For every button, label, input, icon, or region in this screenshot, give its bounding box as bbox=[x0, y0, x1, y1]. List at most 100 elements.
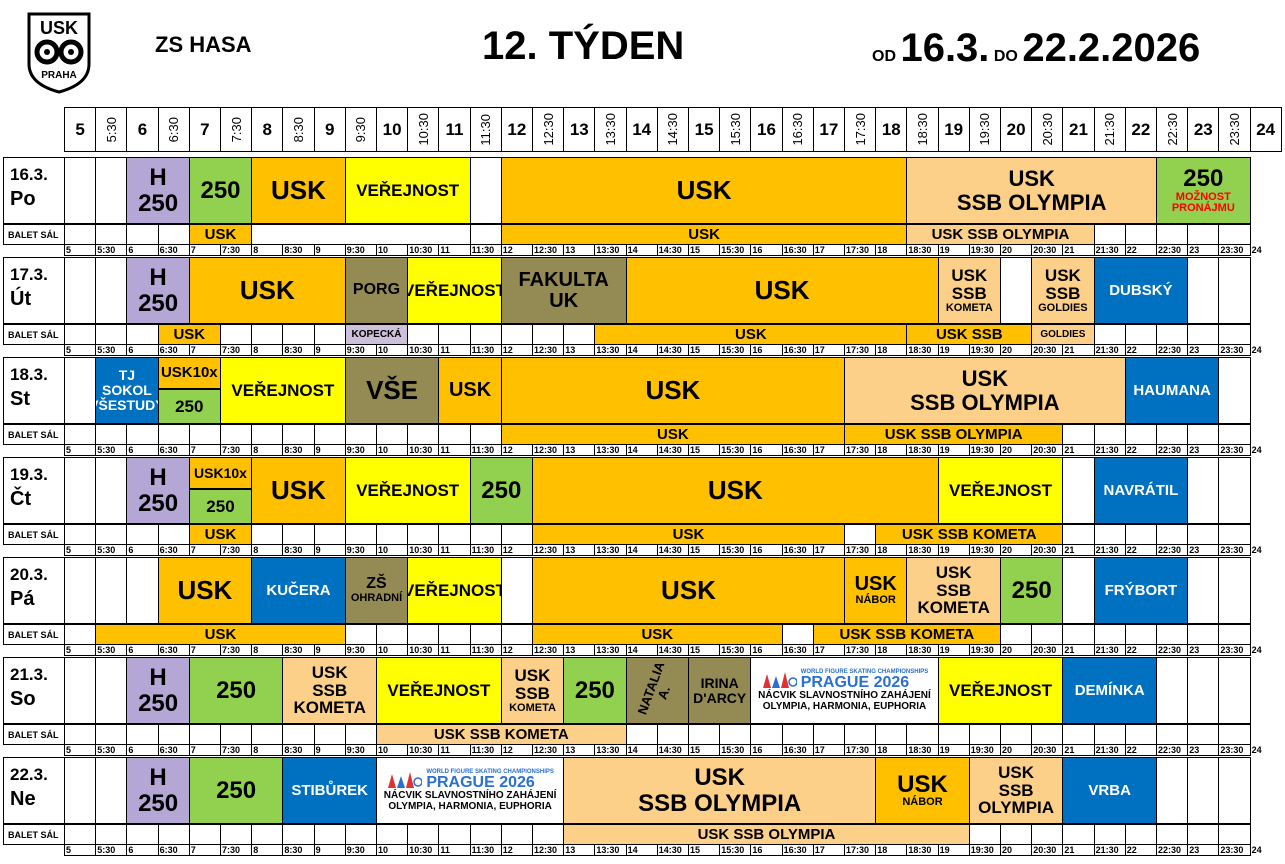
balet-empty-slot bbox=[500, 824, 533, 845]
balet-empty-slot bbox=[1031, 824, 1064, 845]
session-block[interactable]: TJ SOKOLVŠESTUDY bbox=[95, 357, 159, 424]
balet-session[interactable]: KOPECKÁ bbox=[344, 324, 409, 345]
balet-session[interactable]: USK SSB KOMETA bbox=[906, 324, 1033, 345]
session-block[interactable]: 250 bbox=[188, 489, 253, 524]
session-block[interactable]: 250 bbox=[188, 757, 284, 824]
session-block[interactable]: STIBŮREK bbox=[282, 757, 377, 824]
session-block[interactable]: WORLD FIGURE SKATING CHAMPIONSHIPS PRAGUE… bbox=[750, 657, 939, 724]
session-block[interactable]: USK NÁBOR bbox=[844, 557, 908, 624]
session-block[interactable]: H 250 bbox=[126, 757, 190, 824]
session-block[interactable]: NAVRÁTIL bbox=[1093, 457, 1189, 524]
balet-session[interactable]: USK SSB OLYMPIA bbox=[563, 824, 970, 845]
balet-session[interactable] bbox=[251, 224, 471, 245]
time-tick: 5 bbox=[64, 745, 95, 756]
balet-session[interactable]: USK SSB KOMETA bbox=[376, 724, 627, 745]
session-block[interactable]: 250 bbox=[157, 389, 221, 424]
session-block[interactable]: VRBA bbox=[1062, 757, 1157, 824]
session-block[interactable]: 250 bbox=[188, 157, 253, 224]
session-block[interactable]: USK bbox=[500, 157, 908, 224]
balet-session[interactable]: USK bbox=[95, 624, 346, 645]
session-block[interactable]: USK SSB KOMETA bbox=[500, 657, 565, 724]
session-block[interactable]: H 250 bbox=[126, 657, 190, 724]
balet-session[interactable]: USK bbox=[188, 224, 253, 245]
session-block[interactable]: 250 bbox=[469, 457, 533, 524]
balet-session[interactable]: USK SSB OLYMPIA bbox=[906, 224, 1095, 245]
session-block[interactable]: VŠE bbox=[344, 357, 440, 424]
balet-session[interactable]: USK bbox=[500, 424, 845, 445]
session-block[interactable]: VEŘEJNOST bbox=[344, 157, 471, 224]
time-header-cell: 9 bbox=[313, 107, 346, 152]
session-block[interactable]: VEŘEJNOST bbox=[376, 657, 502, 724]
balet-session[interactable]: USK bbox=[532, 624, 783, 645]
session-block[interactable]: ZŠ OHRADNÍ bbox=[344, 557, 409, 624]
session-block[interactable]: USK bbox=[625, 257, 939, 324]
session-block[interactable]: USK NÁBOR bbox=[875, 757, 970, 824]
time-tick: 20 bbox=[1000, 845, 1031, 856]
day-name: Ne bbox=[10, 788, 36, 811]
balet-session[interactable]: USK bbox=[500, 224, 908, 245]
session-block[interactable]: NATALIA A. bbox=[625, 657, 689, 724]
time-tick: 19 bbox=[937, 745, 969, 756]
balet-empty-slot bbox=[313, 424, 346, 445]
session-block[interactable]: H 250 bbox=[126, 257, 190, 324]
session-block[interactable]: USK SSB KOMETA bbox=[906, 557, 1001, 624]
session-block[interactable]: USK bbox=[188, 257, 346, 324]
time-tick: 5 bbox=[64, 245, 95, 256]
session-block[interactable]: USK bbox=[500, 357, 845, 424]
session-block[interactable]: USK SSB OLYMPIA bbox=[563, 757, 877, 824]
session-block[interactable]: HAUMANA bbox=[1124, 357, 1220, 424]
session-block[interactable]: VEŘEJNOST bbox=[937, 657, 1064, 724]
time-tick: 6 bbox=[126, 745, 157, 756]
session-block[interactable]: 250 MOŽNOST PRONÁJMU bbox=[1156, 157, 1251, 224]
balet-session[interactable]: USK bbox=[532, 524, 845, 545]
session-block[interactable]: 250 bbox=[563, 657, 627, 724]
time-tick: 11:30 bbox=[469, 745, 501, 756]
session-block[interactable]: USK bbox=[251, 157, 346, 224]
session-block[interactable]: USK10x bbox=[157, 357, 221, 390]
session-block[interactable]: USK bbox=[438, 357, 502, 424]
session-block[interactable]: WORLD FIGURE SKATING CHAMPIONSHIPS PRAGUE… bbox=[376, 757, 565, 824]
time-header-cell: 11:30 bbox=[469, 107, 502, 152]
session-block[interactable]: USK bbox=[251, 457, 346, 524]
session-block[interactable]: USK SSB OLYMPIA bbox=[968, 757, 1064, 824]
session-block[interactable]: VEŘEJNOST bbox=[407, 257, 502, 324]
balet-session[interactable]: USK bbox=[594, 324, 908, 345]
balet-session[interactable]: USK SSB KOMETA bbox=[875, 524, 1064, 545]
balet-session[interactable]: USK SSB KOMETA bbox=[812, 624, 1001, 645]
session-block[interactable]: H 250 bbox=[126, 157, 190, 224]
time-header-label: 24 bbox=[1256, 119, 1276, 139]
balet-empty-slot bbox=[157, 424, 190, 445]
session-block[interactable]: FRÝBORT bbox=[1093, 557, 1189, 624]
session-block[interactable]: USK10x bbox=[188, 457, 253, 490]
session-block[interactable]: USK SSB OLYMPIA bbox=[844, 357, 1126, 424]
session-block[interactable]: DEMÍNKA bbox=[1062, 657, 1157, 724]
time-tick: 5 bbox=[64, 445, 95, 456]
time-header-label: 16:30 bbox=[790, 113, 806, 146]
session-block[interactable]: USK SSB KOMETA bbox=[937, 257, 1001, 324]
session-block[interactable]: VEŘEJNOST bbox=[220, 357, 346, 424]
session-block[interactable]: VEŘEJNOST bbox=[344, 457, 471, 524]
balet-session[interactable]: USK bbox=[157, 324, 221, 345]
session-block[interactable]: USK SSB GOLDIES bbox=[1031, 257, 1095, 324]
time-tick: 12:30 bbox=[532, 245, 563, 256]
session-block[interactable]: VEŘEJNOST bbox=[407, 557, 502, 624]
session-block[interactable]: VEŘEJNOST bbox=[937, 457, 1064, 524]
session-block[interactable]: 250 bbox=[1000, 557, 1064, 624]
session-block[interactable]: 250 bbox=[188, 657, 284, 724]
session-block[interactable]: IRINA D'ARCY bbox=[688, 657, 752, 724]
session-block[interactable]: H 250 bbox=[126, 457, 190, 524]
session-block[interactable]: FAKULTA UK bbox=[500, 257, 627, 324]
session-block[interactable]: USK bbox=[532, 557, 845, 624]
time-tick: 21 bbox=[1062, 645, 1093, 656]
session-block[interactable]: USK bbox=[157, 557, 253, 624]
session-block[interactable]: DUBSKÝ bbox=[1093, 257, 1189, 324]
balet-session[interactable]: GOLDIES bbox=[1031, 324, 1095, 345]
session-block[interactable]: USK SSB KOMETA bbox=[282, 657, 377, 724]
session-block[interactable]: KUČERA bbox=[251, 557, 346, 624]
session-block[interactable]: PORG bbox=[344, 257, 409, 324]
balet-empty-slot bbox=[812, 724, 845, 745]
session-block[interactable]: USK SSB OLYMPIA bbox=[906, 157, 1157, 224]
balet-session[interactable]: USK SSB OLYMPIA bbox=[844, 424, 1064, 445]
session-block[interactable]: USK bbox=[532, 457, 939, 524]
balet-session[interactable]: USK bbox=[188, 524, 253, 545]
